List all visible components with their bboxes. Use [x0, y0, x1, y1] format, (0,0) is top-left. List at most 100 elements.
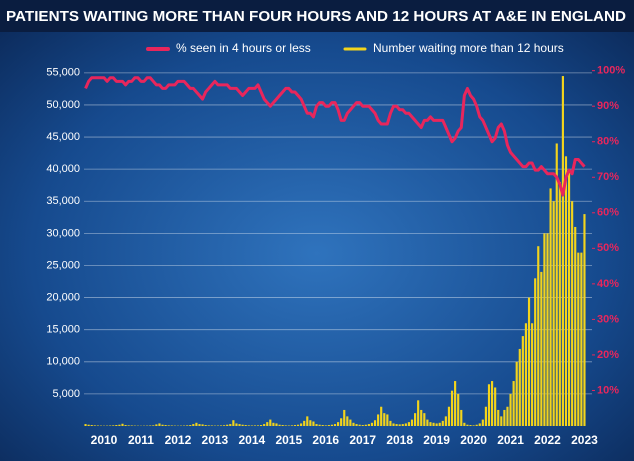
bar	[309, 420, 312, 426]
bar	[327, 425, 330, 426]
x-tick-label: 2017	[349, 433, 376, 447]
bar	[583, 214, 586, 426]
bar	[392, 423, 395, 426]
bar	[555, 143, 558, 426]
bar	[401, 424, 404, 426]
bar	[204, 425, 207, 426]
y-tick-label: 40,000	[46, 163, 80, 175]
x-tick-label: 2016	[312, 433, 339, 447]
x-tick-label: 2022	[534, 433, 561, 447]
bar	[509, 393, 512, 426]
bar	[198, 424, 201, 426]
bar	[527, 297, 531, 426]
bar	[398, 424, 401, 426]
bar	[450, 390, 454, 426]
y2-tick-label: 100%	[597, 65, 625, 77]
bar	[189, 425, 192, 426]
bar	[466, 424, 469, 426]
bar	[127, 425, 130, 426]
x-tick-label: 2014	[238, 433, 265, 447]
bar	[315, 424, 318, 426]
bar	[219, 425, 223, 426]
bar	[192, 424, 195, 426]
bar	[324, 425, 327, 426]
bar	[574, 226, 577, 426]
bar	[407, 422, 410, 426]
bar	[109, 425, 112, 426]
bar	[161, 424, 164, 426]
x-tick-label: 2018	[386, 433, 413, 447]
bar	[537, 246, 540, 426]
bar	[429, 422, 432, 426]
bar	[260, 425, 263, 426]
chart-title: PATIENTS WAITING MORE THAN FOUR HOURS AN…	[6, 9, 626, 25]
bar	[281, 425, 284, 426]
x-tick-label: 2019	[423, 433, 450, 447]
bar	[358, 424, 361, 426]
bar	[571, 201, 574, 426]
bar	[481, 419, 484, 426]
y2-tick-label: 60%	[597, 207, 619, 219]
bar	[170, 425, 173, 426]
y-tick-label: 50,000	[46, 99, 80, 111]
bar	[266, 422, 269, 426]
bar	[293, 425, 297, 426]
bar	[272, 422, 275, 426]
x-tick-label: 2012	[165, 433, 192, 447]
y2-tick-label: 10%	[597, 384, 619, 396]
bar	[377, 414, 380, 426]
bar	[229, 424, 232, 426]
bar	[149, 425, 152, 426]
bar	[367, 424, 370, 426]
bar	[475, 424, 478, 426]
y2-tick-label: 50%	[597, 242, 619, 254]
y2-tick-label: 80%	[597, 136, 619, 148]
bar	[87, 424, 90, 426]
bar	[395, 424, 398, 426]
bar	[355, 424, 358, 426]
bar	[318, 424, 321, 426]
x-tick-label: 2011	[128, 433, 154, 447]
bar	[487, 384, 491, 426]
bar	[561, 76, 564, 426]
bar	[235, 423, 238, 426]
bar	[490, 381, 494, 426]
bar	[352, 422, 355, 426]
bar	[386, 414, 389, 426]
bar	[118, 424, 121, 426]
bar	[343, 409, 346, 426]
bar	[503, 409, 506, 426]
bar	[543, 233, 546, 426]
bar	[420, 409, 423, 426]
bar	[158, 423, 161, 426]
bar	[164, 425, 167, 426]
bar	[370, 422, 374, 426]
y-tick-label: 15,000	[46, 324, 80, 336]
bar	[287, 425, 290, 426]
bar	[521, 336, 524, 426]
bar	[238, 424, 241, 426]
bar	[300, 423, 303, 426]
bar	[207, 425, 210, 426]
y-tick-label: 10,000	[46, 356, 80, 368]
bar	[441, 420, 444, 426]
bar	[321, 425, 324, 426]
bar	[93, 425, 96, 426]
bar	[540, 271, 543, 426]
bar	[531, 323, 534, 426]
bar	[435, 423, 438, 426]
legend-label: % seen in 4 hours or less	[176, 41, 311, 55]
bar	[423, 413, 426, 426]
bar	[186, 425, 189, 426]
bar	[152, 425, 155, 426]
bar	[410, 419, 414, 426]
bar	[417, 400, 420, 426]
bar	[546, 233, 549, 426]
bar	[244, 425, 247, 426]
bar	[223, 425, 226, 426]
bar	[472, 425, 475, 426]
bar	[506, 406, 509, 426]
y2-tick-label: 20%	[597, 349, 619, 361]
bar	[460, 409, 463, 426]
y-tick-label: 30,000	[46, 227, 80, 239]
